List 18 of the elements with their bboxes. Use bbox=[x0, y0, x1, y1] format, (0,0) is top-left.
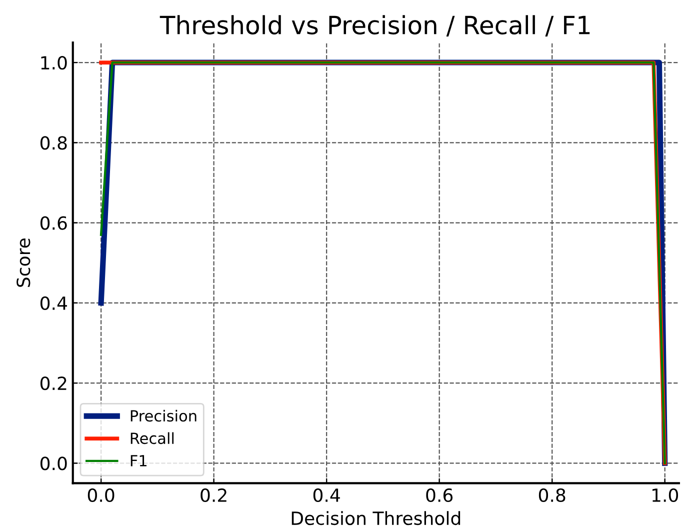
x-tick-label: 0.6 bbox=[426, 488, 453, 502]
x-tick-label: 1.0 bbox=[652, 488, 678, 502]
chart-title: Threshold vs Precision / Recall / F1 bbox=[160, 15, 590, 36]
y-tick-label: 0.0 bbox=[40, 456, 67, 470]
x-tick-label: 0.0 bbox=[88, 488, 114, 502]
y-tick-label: 0.6 bbox=[40, 216, 67, 230]
legend-label: Precision bbox=[130, 410, 196, 422]
x-tick-label: 0.2 bbox=[200, 488, 226, 502]
y-tick-label: 0.8 bbox=[40, 136, 67, 150]
x-tick-label: 0.8 bbox=[538, 488, 566, 502]
y-tick-label: 0.2 bbox=[40, 376, 66, 390]
y-tick-label: 1.0 bbox=[41, 56, 67, 70]
legend-label: F1 bbox=[130, 455, 146, 466]
x-axis-title: Decision Threshold bbox=[292, 511, 460, 526]
legend-label: Recall bbox=[130, 432, 174, 444]
x-tick-label: 0.4 bbox=[313, 488, 340, 502]
y-tick-label: 0.4 bbox=[40, 296, 67, 310]
y-axis-title: Score bbox=[16, 238, 30, 287]
